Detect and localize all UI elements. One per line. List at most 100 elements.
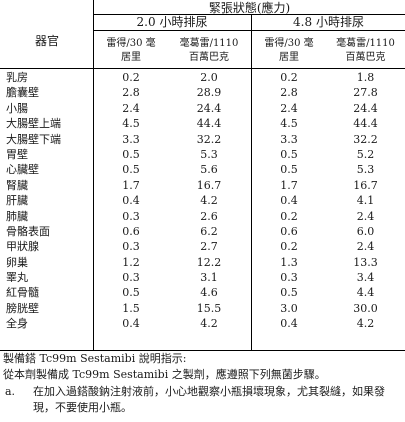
table-row: 甲狀腺 0.3 2.7 0.2 2.4: [0, 239, 405, 254]
group-divider: [251, 15, 252, 350]
organ-name: 卵巢: [6, 255, 28, 269]
table-row: 大腸壁上端 4.5 44.4 4.5 44.4: [0, 116, 405, 131]
organ-name: 睪丸: [6, 271, 28, 285]
organ-name: 膽囊壁: [6, 86, 39, 100]
cell-value: 4.5: [280, 117, 298, 131]
organ-name: 骨骼表面: [6, 224, 50, 238]
unit-header-rad-1: 雷得/30 毫 居里: [106, 38, 156, 63]
cell-value: 4.1: [356, 194, 375, 208]
cell-value: 1.2: [122, 255, 140, 269]
cell-value: 12.2: [196, 255, 222, 269]
organ-name: 心臟壁: [6, 163, 39, 177]
cell-value: 0.4: [122, 317, 140, 331]
cell-value: 5.2: [356, 147, 375, 161]
table-row: 肝臟 0.4 4.2 0.4 4.1: [0, 193, 405, 208]
cell-value: 3.3: [280, 132, 298, 146]
stress-condition-title: 緊張狀態(應力): [208, 1, 291, 15]
cell-value: 0.5: [280, 163, 298, 177]
cell-value: 2.0: [200, 71, 218, 84]
cell-value: 0.6: [122, 224, 140, 238]
cell-value: 32.2: [196, 132, 222, 146]
dose-table-body: 乳房 0.2 2.0 0.2 1.8 膽囊壁 2.8 28.9 2.8 27.8 小腸 2.4 24…: [0, 70, 405, 332]
cell-value: 3.4: [356, 271, 375, 285]
table-row: 睪丸 0.3 3.1 0.3 3.4: [0, 270, 405, 285]
organ-column-header: 器官: [34, 34, 59, 48]
cell-value: 0.5: [122, 147, 140, 161]
cell-value: 0.5: [280, 286, 298, 300]
cell-value: 2.8: [280, 86, 298, 100]
table-row: 小腸 2.4 24.4 2.4 24.4: [0, 101, 405, 116]
rule-under-groups: [94, 30, 405, 31]
cell-value: 5.3: [356, 163, 375, 177]
table-row: 膽囊壁 2.8 28.9 2.8 27.8: [0, 85, 405, 100]
cell-value: 4.4: [356, 286, 375, 300]
cell-value: 0.3: [280, 271, 298, 285]
table-row: 膀胱壁 1.5 15.5 3.0 30.0: [0, 301, 405, 316]
cell-value: 4.2: [200, 317, 218, 331]
table-row: 心臟壁 0.5 5.6 0.5 5.3: [0, 162, 405, 177]
cell-value: 44.4: [196, 117, 222, 131]
table-row: 胃壁 0.5 5.3 0.5 5.2: [0, 147, 405, 162]
rule-under-table: [0, 350, 405, 351]
cell-value: 4.2: [200, 194, 218, 208]
unit-header-rad-2: 雷得/30 毫 居里: [264, 38, 314, 63]
cell-value: 0.3: [122, 271, 140, 285]
organ-name: 大腸壁下端: [6, 132, 61, 146]
cell-value: 28.9: [196, 86, 222, 100]
cell-value: 1.5: [122, 301, 140, 315]
table-row: 乳房 0.2 2.0 0.2 1.8: [0, 70, 405, 85]
organ-name: 全身: [6, 317, 28, 331]
table-row: 骨骼表面 0.6 6.2 0.6 6.0: [0, 224, 405, 239]
cell-value: 0.2: [280, 71, 298, 84]
cell-value: 4.2: [356, 317, 375, 331]
cell-value: 4.5: [122, 117, 140, 131]
cell-value: 30.0: [353, 301, 378, 315]
cell-value: 0.6: [280, 224, 298, 238]
cell-value: 15.5: [196, 301, 222, 315]
table-row: 卵巢 1.2 12.2 1.3 13.3: [0, 255, 405, 270]
cell-value: 2.4: [356, 240, 375, 254]
cell-value: 0.5: [122, 163, 140, 177]
cell-value: 13.3: [353, 255, 378, 269]
cell-value: 1.3: [280, 255, 298, 269]
cell-value: 0.4: [280, 194, 298, 208]
cell-value: 0.2: [280, 240, 298, 254]
unit-header-mgy-1: 毫葛雷/1110 百萬巴克: [179, 38, 239, 63]
cell-value: 3.3: [122, 132, 140, 146]
cell-value: 32.2: [353, 132, 378, 146]
cell-value: 1.7: [122, 178, 140, 192]
table-row: 全身 0.4 4.2 0.4 4.2: [0, 316, 405, 331]
group-4-8hr-voiding: 4.8 小時排尿: [293, 15, 364, 29]
organ-name: 甲狀腺: [6, 240, 39, 254]
cell-value: 0.5: [122, 286, 140, 300]
preparation-intro: 從本劑製備成 Tc99m Sestamibi 之製劑，應遵照下列無菌步驟。: [3, 368, 326, 381]
cell-value: 2.7: [200, 240, 218, 254]
cell-value: 1.8: [356, 71, 375, 84]
cell-value: 44.4: [353, 117, 378, 131]
cell-value: 1.7: [280, 178, 298, 192]
table-row: 紅骨髓 0.5 4.6 0.5 4.4: [0, 285, 405, 300]
group-2hr-voiding: 2.0 小時排尿: [136, 15, 208, 29]
organ-name: 腎臟: [6, 178, 28, 192]
cell-value: 16.7: [196, 178, 222, 192]
cell-value: 24.4: [196, 101, 222, 115]
cell-value: 4.6: [200, 286, 218, 300]
cell-value: 5.6: [200, 163, 218, 177]
cell-value: 24.4: [353, 101, 378, 115]
step-text: 在加入過鎝酸鈉注射液前，小心地觀察小瓶損壞現象，尤其裂縫，如果發現，不要使用小瓶…: [33, 385, 385, 414]
cell-value: 6.0: [356, 224, 375, 238]
cell-value: 0.3: [122, 240, 140, 254]
organ-name: 膀胱壁: [6, 301, 39, 315]
cell-value: 0.4: [280, 317, 298, 331]
preparation-heading: 製備鎝 Tc99m Sestamibi 說明指示:: [3, 352, 187, 365]
organ-name: 胃壁: [6, 147, 28, 161]
organ-name: 肺臟: [6, 209, 28, 223]
organ-name: 紅骨髓: [6, 286, 39, 300]
cell-value: 0.4: [122, 194, 140, 208]
cell-value: 0.5: [280, 147, 298, 161]
organ-name: 大腸壁上端: [6, 117, 61, 131]
cell-value: 0.2: [122, 71, 140, 84]
cell-value: 5.3: [200, 147, 218, 161]
rule-under-title: [94, 14, 405, 15]
